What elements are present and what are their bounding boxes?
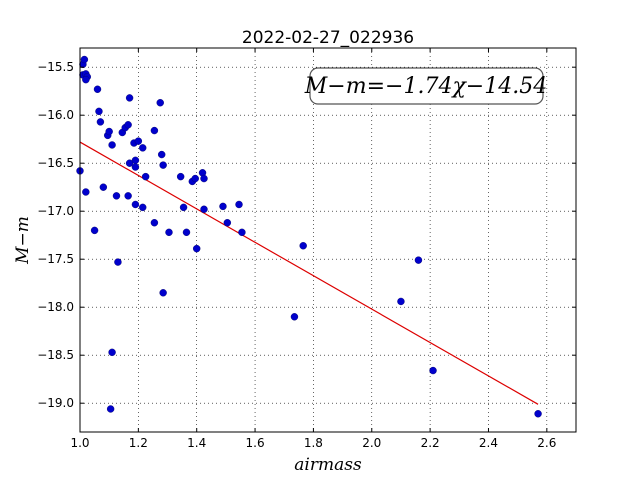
data-point [200,205,208,213]
data-point [200,174,208,183]
data-point [414,256,423,264]
y-tick-label: −17.0 [37,204,74,218]
data-point [108,348,116,357]
data-point [124,192,132,200]
data-point [179,203,188,212]
data-point [159,161,167,169]
x-tick-label: 1.8 [304,436,323,450]
data-point [150,126,159,135]
plot-frame [79,47,577,433]
fit-equation-box: M−m=−1.74χ−14.54 [304,67,547,105]
fit-equation-text: M−m=−1.74χ−14.54 [304,74,547,99]
x-tick-label: 2.0 [362,436,381,450]
y-axis-label: M−m [13,216,33,265]
fit-equation-frame [309,67,544,105]
y-tick-label: −18.0 [37,300,74,314]
y-tick-label: −18.5 [37,348,74,362]
x-tick-label: 2.4 [479,436,498,450]
grid-layer [79,48,576,432]
fit-line [79,141,539,405]
x-tick-label: 1.2 [129,436,148,450]
data-point [156,99,164,107]
data-point [182,228,191,237]
x-tick-label: 1.0 [70,436,89,450]
data-point [139,144,147,152]
x-axis-label: airmass [294,455,362,475]
x-tick-label: 2.2 [421,436,440,450]
data-point [99,183,108,191]
data-point [223,219,232,227]
data-point [193,244,201,253]
ticks-layer [79,48,576,432]
data-point [108,141,116,149]
y-tick-label: −16.5 [37,156,74,170]
x-tick-label: 1.4 [187,436,206,450]
y-tick-label: −15.5 [37,60,74,74]
data-point [219,202,227,211]
data-point [105,127,113,136]
data-point [82,75,90,84]
x-tick-labels: 1.0 1.2 1.4 1.6 1.8 2.0 2.2 2.4 2.6 [70,436,556,450]
data-point [95,107,103,116]
x-tick-label: 1.6 [246,436,265,450]
data-point [82,188,90,196]
data-point [299,242,307,250]
data-point [141,172,150,181]
data-point [150,219,159,227]
data-point [397,297,405,306]
data-point [106,405,115,413]
data-point [131,163,140,171]
data-point [429,366,437,375]
data-point [96,118,105,126]
data-point [134,137,143,145]
data-point [235,200,243,209]
data-point [534,410,542,418]
data-point [139,203,147,212]
data-point [125,94,134,102]
data-point [176,172,185,181]
data-point [112,192,121,200]
data-point [159,289,167,297]
data-point [131,200,140,209]
y-tick-label: −17.5 [37,252,74,266]
data-point [157,150,166,159]
data-point [114,258,122,266]
data-point [131,156,140,165]
fit-layer [79,141,539,405]
data-point [290,313,299,321]
data-point [80,55,89,64]
x-tick-label: 2.6 [537,436,556,450]
data-point [90,226,99,235]
data-point [165,228,173,237]
plot-area [80,48,576,432]
y-tick-label: −16.0 [37,108,74,122]
data-point [191,174,199,183]
y-tick-labels: −15.5 −16.0 −16.5 −17.0 −17.5 −18.0 −18.5 −19.0 [37,60,74,410]
data-point [124,121,132,129]
data-point [93,85,102,93]
points-layer [76,55,542,418]
data-point [125,159,134,167]
chart-title: 2022-02-27_022936 [242,28,414,48]
data-point [238,228,246,237]
y-tick-label: −19.0 [37,396,74,410]
